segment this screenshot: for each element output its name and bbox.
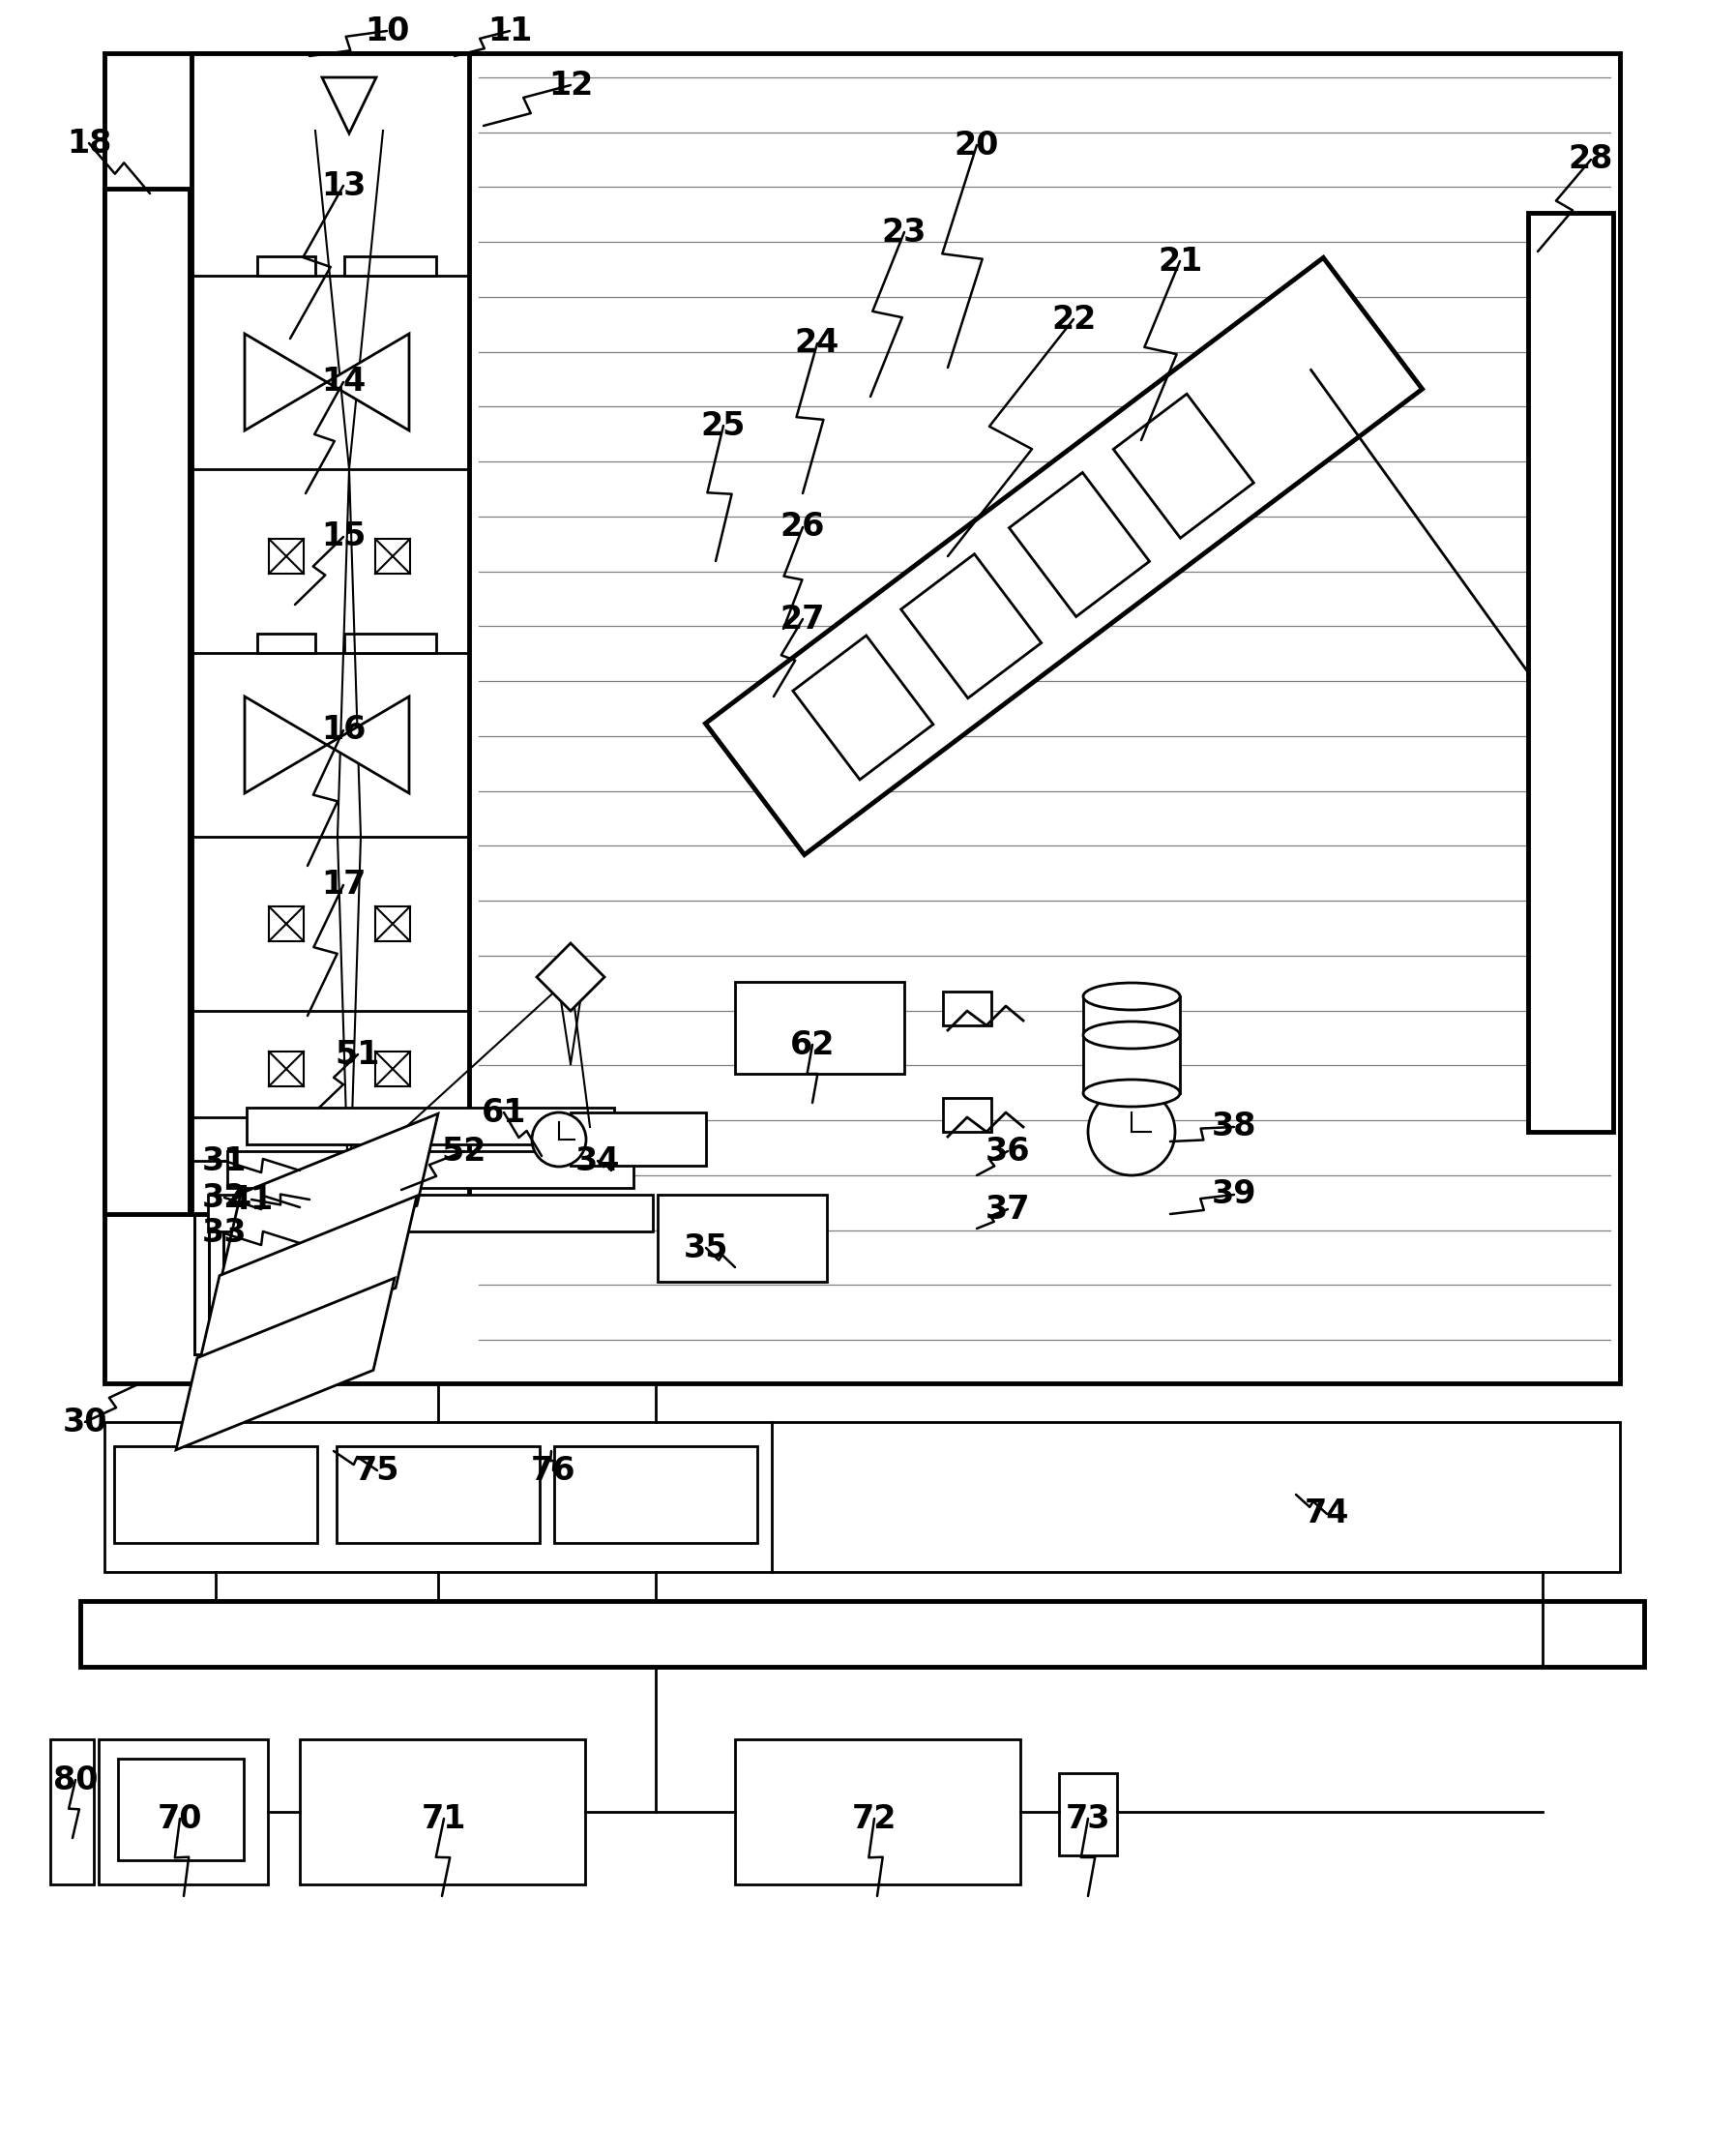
Text: 24: 24 — [795, 327, 840, 359]
Bar — [554, 1447, 757, 1543]
Text: 71: 71 — [422, 1803, 467, 1835]
Text: 18: 18 — [66, 128, 111, 160]
Text: 20: 20 — [955, 130, 1000, 160]
Ellipse shape — [1083, 1022, 1180, 1048]
Text: 61: 61 — [481, 1097, 526, 1129]
Bar — [257, 256, 316, 275]
Polygon shape — [326, 696, 410, 794]
Circle shape — [531, 1112, 587, 1167]
Bar — [658, 1195, 826, 1283]
Polygon shape — [245, 696, 326, 794]
Bar — [1083, 997, 1180, 1093]
Polygon shape — [326, 333, 410, 431]
Text: 32: 32 — [201, 1182, 247, 1214]
Text: 51: 51 — [335, 1039, 380, 1071]
Text: 52: 52 — [441, 1135, 486, 1167]
Bar — [943, 1099, 991, 1131]
Text: 73: 73 — [1066, 1803, 1111, 1835]
Bar — [375, 1052, 410, 1086]
Bar — [247, 1108, 615, 1144]
Text: 16: 16 — [321, 715, 366, 747]
Bar — [705, 258, 1422, 856]
Bar — [375, 538, 410, 574]
Bar — [943, 992, 991, 1026]
Polygon shape — [198, 1195, 417, 1368]
Bar — [571, 1112, 707, 1165]
Bar — [80, 1600, 1644, 1667]
Bar — [208, 1195, 653, 1231]
Text: 36: 36 — [986, 1135, 1029, 1167]
Polygon shape — [245, 333, 326, 431]
Text: 17: 17 — [321, 869, 366, 901]
Polygon shape — [219, 1114, 437, 1285]
Bar — [257, 634, 316, 653]
Bar — [104, 53, 1620, 1383]
Bar — [300, 1739, 585, 1884]
Text: 74: 74 — [1304, 1498, 1349, 1530]
Text: 14: 14 — [321, 367, 366, 399]
Bar — [1059, 1773, 1116, 1854]
Text: 70: 70 — [158, 1803, 203, 1835]
Bar — [1009, 472, 1149, 617]
Text: 10: 10 — [365, 15, 410, 47]
Text: 37: 37 — [986, 1193, 1029, 1225]
Bar — [1528, 213, 1613, 1131]
Bar — [375, 907, 410, 941]
Text: 15: 15 — [321, 521, 366, 553]
Bar — [344, 256, 436, 275]
Text: 31: 31 — [201, 1144, 247, 1176]
Polygon shape — [536, 943, 604, 1012]
Bar — [104, 1421, 1620, 1573]
Text: 25: 25 — [701, 410, 746, 442]
Text: 72: 72 — [852, 1803, 898, 1835]
Bar — [1113, 395, 1253, 538]
Bar — [269, 907, 304, 941]
Text: 27: 27 — [779, 604, 825, 636]
Text: 38: 38 — [1212, 1112, 1257, 1144]
Bar — [901, 555, 1042, 698]
Text: 26: 26 — [779, 512, 825, 544]
Bar — [734, 1739, 1021, 1884]
Bar — [793, 636, 934, 779]
Text: 28: 28 — [1569, 143, 1613, 175]
Text: 34: 34 — [575, 1144, 620, 1176]
Text: 62: 62 — [790, 1029, 835, 1061]
Bar — [99, 1739, 267, 1884]
Text: 75: 75 — [354, 1455, 399, 1487]
Bar — [269, 1052, 304, 1086]
Bar — [118, 1758, 243, 1861]
Text: 12: 12 — [549, 68, 594, 100]
Text: 13: 13 — [321, 171, 366, 203]
Polygon shape — [323, 77, 377, 134]
Polygon shape — [175, 1278, 394, 1449]
Text: 21: 21 — [1158, 245, 1203, 277]
Text: 23: 23 — [882, 216, 927, 248]
Bar — [104, 188, 189, 1214]
Circle shape — [1088, 1088, 1175, 1176]
Text: 41: 41 — [229, 1184, 274, 1216]
Bar — [227, 1150, 634, 1189]
Text: 76: 76 — [531, 1455, 576, 1487]
Text: 39: 39 — [1212, 1178, 1257, 1210]
Text: 33: 33 — [201, 1216, 247, 1248]
Ellipse shape — [1083, 984, 1180, 1009]
Text: 22: 22 — [1052, 303, 1095, 335]
Bar — [344, 634, 436, 653]
Text: 80: 80 — [54, 1765, 97, 1797]
Bar — [734, 982, 904, 1073]
Bar — [269, 538, 304, 574]
Bar — [50, 1739, 94, 1884]
Bar — [191, 53, 469, 1214]
Text: 30: 30 — [62, 1406, 108, 1438]
Bar — [115, 1447, 318, 1543]
Bar — [337, 1447, 540, 1543]
Text: 35: 35 — [684, 1231, 729, 1263]
Ellipse shape — [1083, 1080, 1180, 1108]
Text: 11: 11 — [488, 15, 531, 47]
